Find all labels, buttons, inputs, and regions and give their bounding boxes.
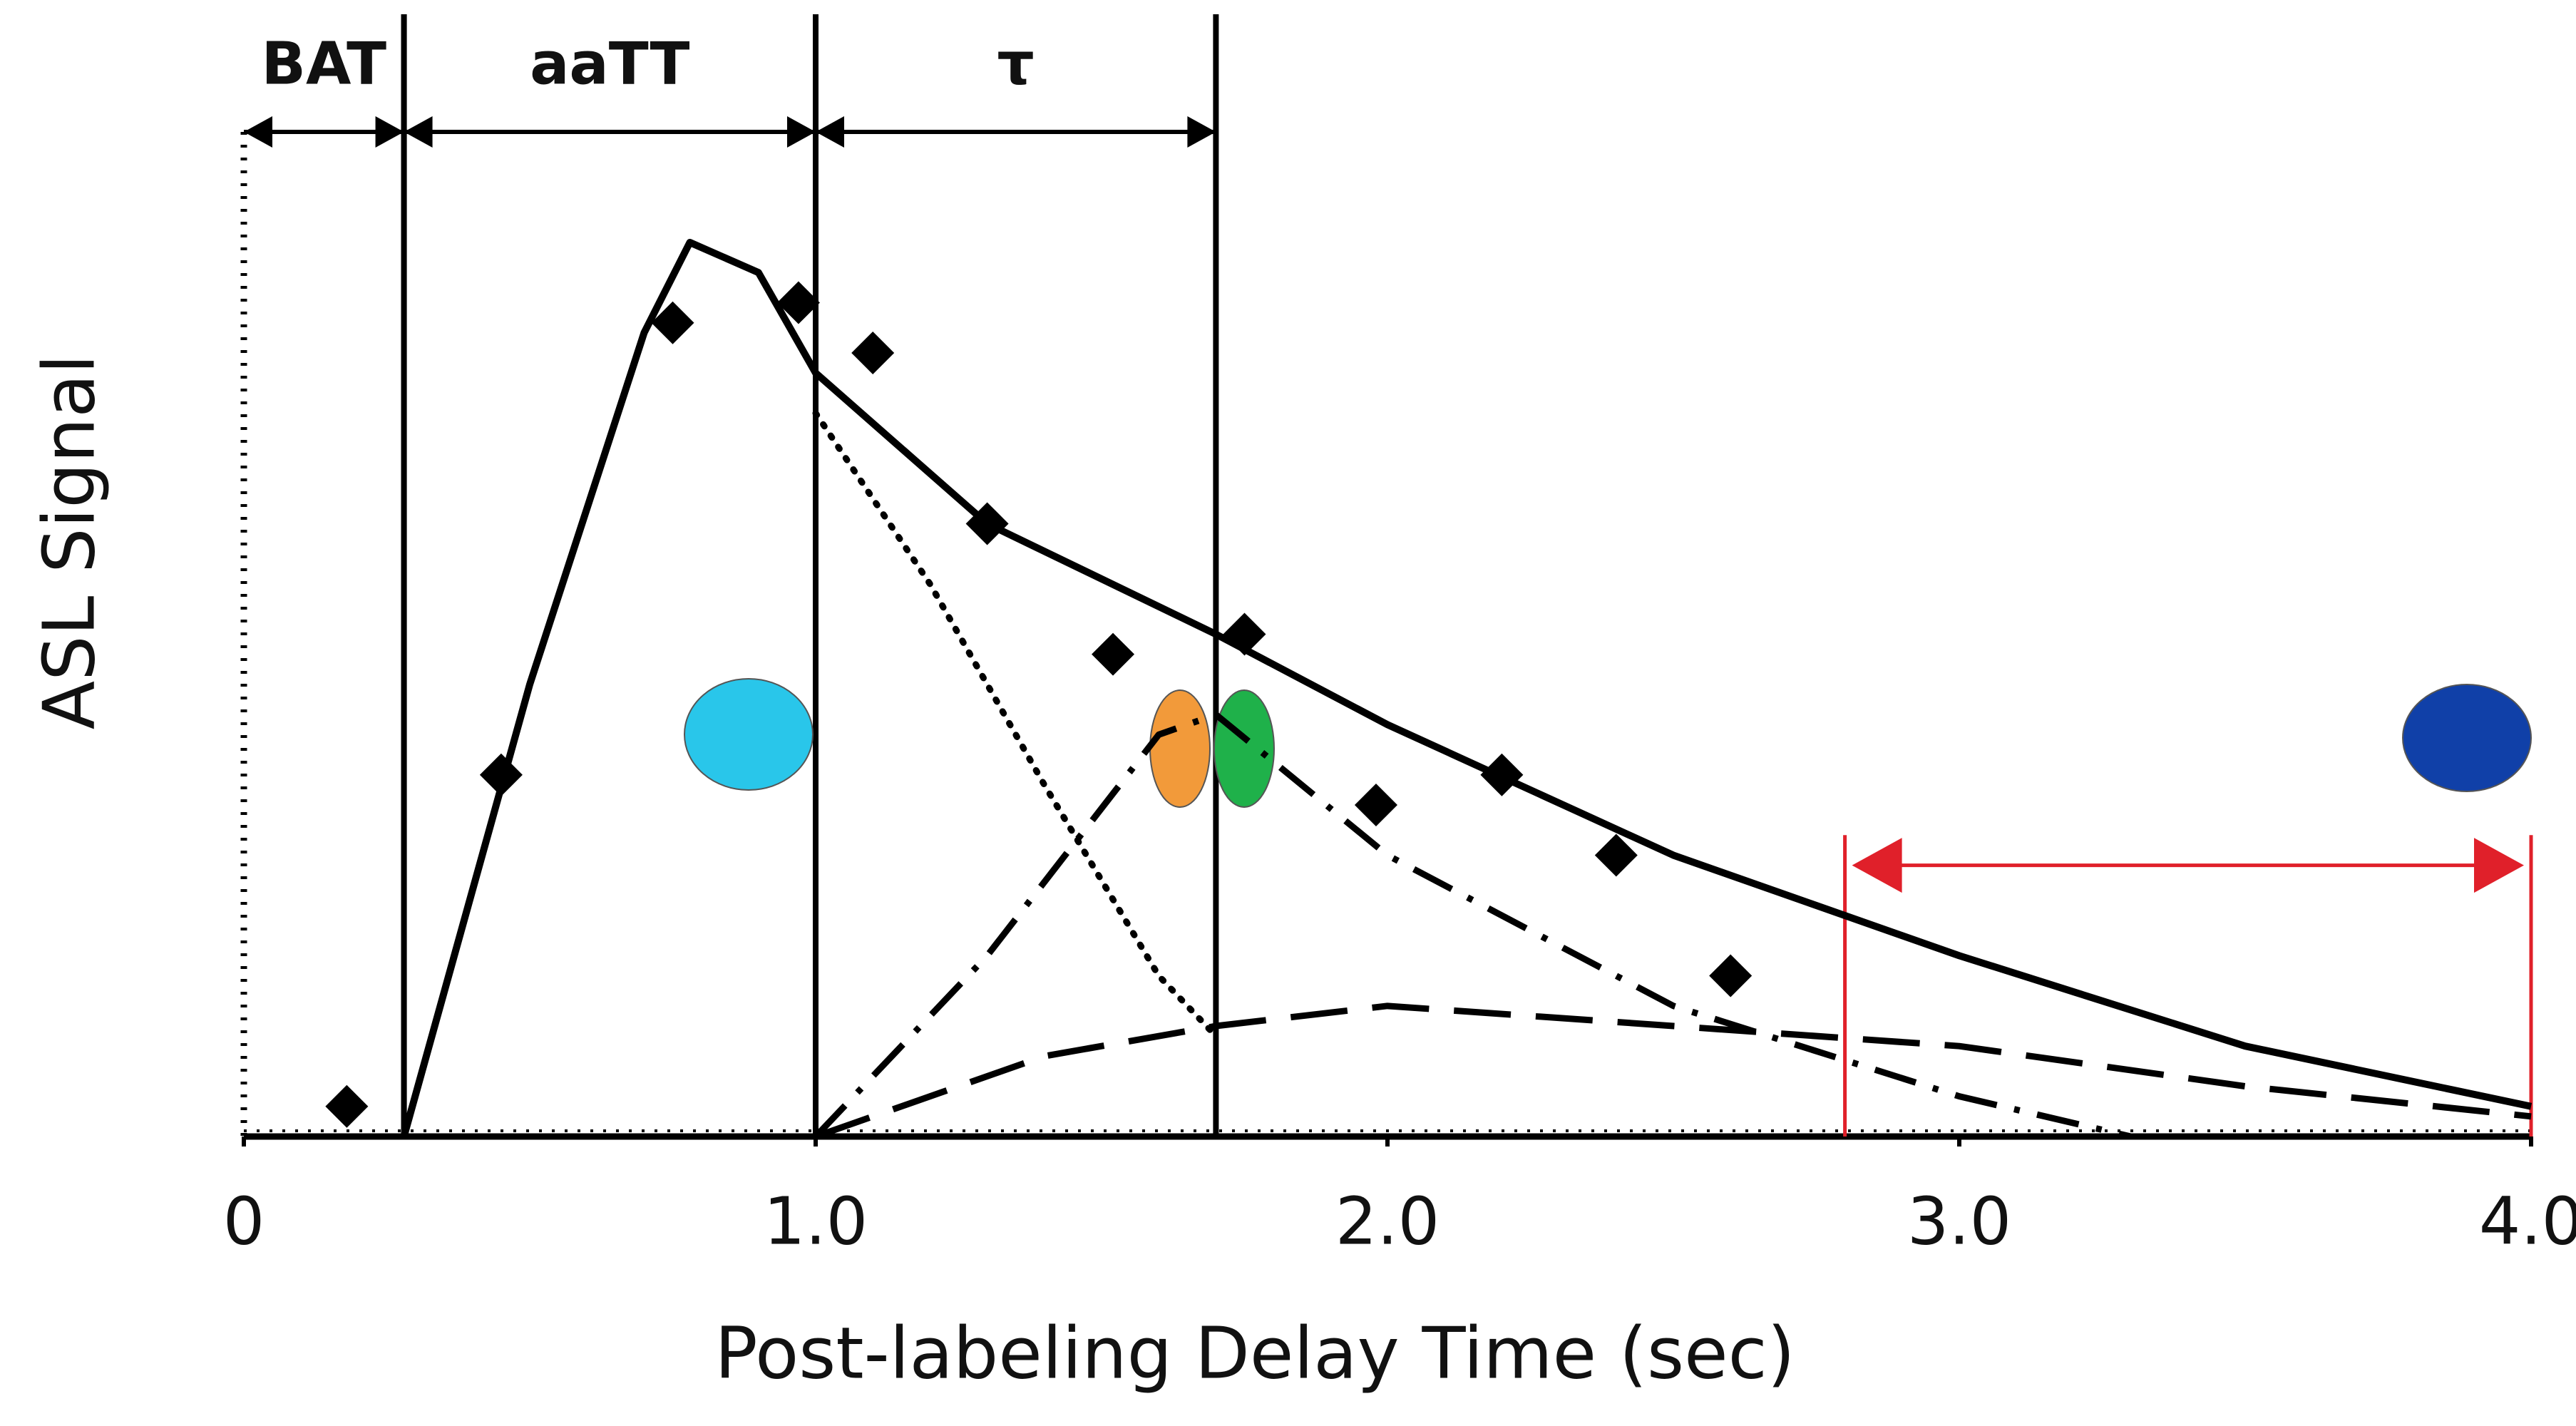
series-line (812, 410, 1219, 1040)
arrow-head (1852, 838, 1902, 893)
x-tick-label: 0 (223, 1183, 265, 1259)
color-marker (2402, 684, 2532, 792)
data-point (1709, 954, 1753, 997)
data-point (1223, 612, 1266, 656)
arrow-head (787, 116, 816, 148)
x-tick-label: 1.0 (764, 1183, 868, 1259)
data-point (651, 301, 694, 344)
interval-label: BAT (262, 30, 387, 98)
interval-label: τ (997, 30, 1035, 98)
data-point (1594, 833, 1638, 877)
data-point (1354, 784, 1397, 827)
x-tick-label: 2.0 (1335, 1183, 1440, 1259)
data-point (1480, 753, 1524, 796)
arrow-head (375, 116, 404, 148)
data-point (1092, 632, 1135, 676)
data-point (325, 1084, 369, 1128)
data-point (851, 331, 895, 374)
x-tick-label: 3.0 (1907, 1183, 2011, 1259)
arrow-head (816, 116, 844, 148)
color-marker (684, 678, 814, 791)
data-point (479, 753, 523, 796)
arrow-head (404, 116, 433, 148)
arrow-head (244, 116, 272, 148)
series-line (813, 711, 2132, 1140)
arrow-head (1187, 116, 1216, 148)
y-axis-title: ASL Signal (27, 354, 111, 730)
x-tick-label: 4.0 (2479, 1183, 2576, 1259)
arrow-head (2474, 838, 2524, 893)
interval-label: aaTT (530, 30, 689, 98)
series-line (814, 1002, 2532, 1140)
color-marker (1149, 689, 1211, 808)
x-axis-title: Post-labeling Delay Time (sec) (714, 1311, 1795, 1395)
color-marker (1213, 689, 1275, 808)
data-point (776, 281, 820, 324)
data-point (965, 502, 1009, 545)
